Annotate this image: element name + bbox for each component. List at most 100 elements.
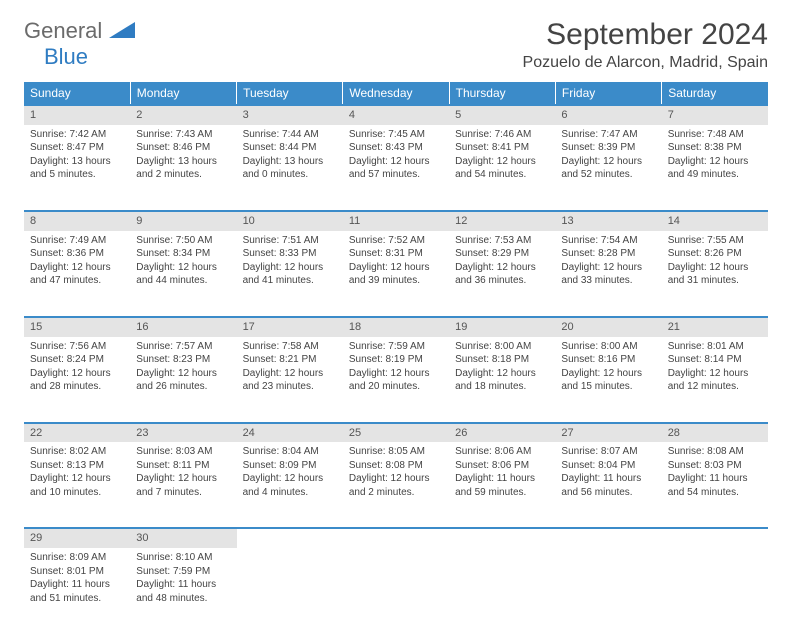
day-content-cell: Sunrise: 8:10 AMSunset: 7:59 PMDaylight:…	[130, 548, 236, 634]
day-content-cell: Sunrise: 7:46 AMSunset: 8:41 PMDaylight:…	[449, 125, 555, 211]
daylight-text-line2: and 51 minutes.	[30, 592, 124, 606]
day-number-row: 891011121314	[24, 211, 768, 231]
sunrise-text: Sunrise: 8:04 AM	[243, 445, 337, 459]
sunset-text: Sunset: 8:36 PM	[30, 247, 124, 261]
day-number-cell: 7	[662, 105, 768, 125]
day-number-cell: 11	[343, 211, 449, 231]
daylight-text-line1: Daylight: 12 hours	[561, 155, 655, 169]
day-content-cell: Sunrise: 8:08 AMSunset: 8:03 PMDaylight:…	[662, 442, 768, 528]
daylight-text-line1: Daylight: 11 hours	[668, 472, 762, 486]
daylight-text-line1: Daylight: 12 hours	[30, 472, 124, 486]
daylight-text-line1: Daylight: 12 hours	[668, 155, 762, 169]
daylight-text-line2: and 47 minutes.	[30, 274, 124, 288]
day-content-cell: Sunrise: 8:03 AMSunset: 8:11 PMDaylight:…	[130, 442, 236, 528]
daylight-text-line1: Daylight: 12 hours	[349, 367, 443, 381]
day-number-cell: 4	[343, 105, 449, 125]
daylight-text-line2: and 52 minutes.	[561, 168, 655, 182]
sunset-text: Sunset: 8:33 PM	[243, 247, 337, 261]
day-number-cell: 26	[449, 423, 555, 443]
sunrise-text: Sunrise: 7:49 AM	[30, 234, 124, 248]
daylight-text-line1: Daylight: 13 hours	[30, 155, 124, 169]
day-number-cell: 25	[343, 423, 449, 443]
daylight-text-line1: Daylight: 13 hours	[136, 155, 230, 169]
daylight-text-line2: and 59 minutes.	[455, 486, 549, 500]
daylight-text-line2: and 18 minutes.	[455, 380, 549, 394]
sunset-text: Sunset: 8:47 PM	[30, 141, 124, 155]
daylight-text-line2: and 57 minutes.	[349, 168, 443, 182]
sunset-text: Sunset: 8:23 PM	[136, 353, 230, 367]
sunset-text: Sunset: 8:14 PM	[668, 353, 762, 367]
day-content-cell: Sunrise: 7:56 AMSunset: 8:24 PMDaylight:…	[24, 337, 130, 423]
day-content-cell: Sunrise: 7:54 AMSunset: 8:28 PMDaylight:…	[555, 231, 661, 317]
sunrise-text: Sunrise: 7:48 AM	[668, 128, 762, 142]
day-content-cell: Sunrise: 7:49 AMSunset: 8:36 PMDaylight:…	[24, 231, 130, 317]
weekday-header: Thursday	[449, 82, 555, 105]
daylight-text-line1: Daylight: 12 hours	[455, 367, 549, 381]
sunrise-text: Sunrise: 8:05 AM	[349, 445, 443, 459]
day-content-cell: Sunrise: 8:09 AMSunset: 8:01 PMDaylight:…	[24, 548, 130, 634]
day-number-cell: 19	[449, 317, 555, 337]
day-number-cell: 3	[237, 105, 343, 125]
daylight-text-line1: Daylight: 13 hours	[243, 155, 337, 169]
daylight-text-line2: and 48 minutes.	[136, 592, 230, 606]
day-content-cell: Sunrise: 7:53 AMSunset: 8:29 PMDaylight:…	[449, 231, 555, 317]
day-number-row: 2930	[24, 528, 768, 548]
header: General Blue September 2024 Pozuelo de A…	[24, 18, 768, 72]
sunset-text: Sunset: 8:09 PM	[243, 459, 337, 473]
day-content-row: Sunrise: 7:49 AMSunset: 8:36 PM Daylight:…	[24, 231, 768, 317]
day-number-cell: 28	[662, 423, 768, 443]
sunset-text: Sunset: 8:34 PM	[136, 247, 230, 261]
daylight-text-line2: and 28 minutes.	[30, 380, 124, 394]
sunrise-text: Sunrise: 7:59 AM	[349, 340, 443, 354]
sunrise-text: Sunrise: 7:46 AM	[455, 128, 549, 142]
sunset-text: Sunset: 8:44 PM	[243, 141, 337, 155]
daylight-text-line1: Daylight: 12 hours	[561, 367, 655, 381]
sunrise-text: Sunrise: 7:50 AM	[136, 234, 230, 248]
daylight-text-line1: Daylight: 11 hours	[561, 472, 655, 486]
sunset-text: Sunset: 8:43 PM	[349, 141, 443, 155]
sunset-text: Sunset: 8:19 PM	[349, 353, 443, 367]
daylight-text-line1: Daylight: 12 hours	[243, 367, 337, 381]
day-number-row: 1234567	[24, 105, 768, 125]
daylight-text-line2: and 10 minutes.	[30, 486, 124, 500]
day-number-cell: 8	[24, 211, 130, 231]
daylight-text-line2: and 20 minutes.	[349, 380, 443, 394]
daylight-text-line2: and 0 minutes.	[243, 168, 337, 182]
day-number-cell	[343, 528, 449, 548]
sunrise-text: Sunrise: 8:00 AM	[561, 340, 655, 354]
day-content-cell	[237, 548, 343, 634]
logo-word2: Blue	[44, 44, 88, 69]
day-content-cell: Sunrise: 7:55 AMSunset: 8:26 PMDaylight:…	[662, 231, 768, 317]
day-content-cell: Sunrise: 7:44 AMSunset: 8:44 PMDaylight:…	[237, 125, 343, 211]
day-content-cell: Sunrise: 7:52 AMSunset: 8:31 PMDaylight:…	[343, 231, 449, 317]
day-number-cell: 10	[237, 211, 343, 231]
weekday-header: Friday	[555, 82, 661, 105]
day-content-cell: Sunrise: 7:57 AMSunset: 8:23 PMDaylight:…	[130, 337, 236, 423]
daylight-text-line2: and 49 minutes.	[668, 168, 762, 182]
sunrise-text: Sunrise: 8:09 AM	[30, 551, 124, 565]
sunrise-text: Sunrise: 7:57 AM	[136, 340, 230, 354]
day-number-cell	[662, 528, 768, 548]
sunset-text: Sunset: 8:31 PM	[349, 247, 443, 261]
day-number-cell: 2	[130, 105, 236, 125]
day-content-cell: Sunrise: 7:58 AMSunset: 8:21 PMDaylight:…	[237, 337, 343, 423]
daylight-text-line1: Daylight: 12 hours	[136, 367, 230, 381]
sunrise-text: Sunrise: 7:42 AM	[30, 128, 124, 142]
daylight-text-line1: Daylight: 12 hours	[243, 261, 337, 275]
sunset-text: Sunset: 8:18 PM	[455, 353, 549, 367]
day-content-cell: Sunrise: 7:59 AMSunset: 8:19 PMDaylight:…	[343, 337, 449, 423]
day-content-cell: Sunrise: 8:00 AMSunset: 8:16 PMDaylight:…	[555, 337, 661, 423]
sunset-text: Sunset: 8:26 PM	[668, 247, 762, 261]
daylight-text-line2: and 5 minutes.	[30, 168, 124, 182]
weekday-header-row: Sunday Monday Tuesday Wednesday Thursday…	[24, 82, 768, 105]
day-number-cell: 29	[24, 528, 130, 548]
sunset-text: Sunset: 8:21 PM	[243, 353, 337, 367]
day-number-cell: 1	[24, 105, 130, 125]
daylight-text-line2: and 31 minutes.	[668, 274, 762, 288]
day-content-cell: Sunrise: 8:01 AMSunset: 8:14 PMDaylight:…	[662, 337, 768, 423]
daylight-text-line1: Daylight: 12 hours	[243, 472, 337, 486]
daylight-text-line1: Daylight: 12 hours	[136, 261, 230, 275]
title-block: September 2024 Pozuelo de Alarcon, Madri…	[523, 18, 768, 72]
daylight-text-line1: Daylight: 12 hours	[668, 367, 762, 381]
daylight-text-line1: Daylight: 11 hours	[30, 578, 124, 592]
